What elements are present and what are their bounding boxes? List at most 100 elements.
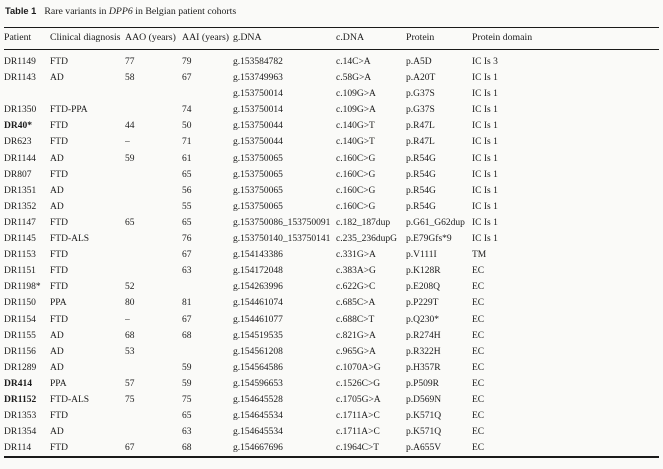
cell-gdna: g.153750014 — [233, 105, 283, 116]
cell-protein-domain: EC — [472, 266, 485, 277]
cell-aai-years: 59 — [182, 378, 192, 389]
cell-patient: DR1145 — [4, 234, 36, 245]
cell-clinical-diagnosis: AD — [50, 330, 64, 341]
cell-aai-years: 68 — [182, 330, 192, 341]
cell-protein: p.G61_G62dup — [406, 217, 465, 228]
table-row: g.153750014 c.109G>A p.G37S IC Is 1 — [4, 86, 659, 102]
cell-gdna: g.154172048 — [233, 266, 283, 277]
cell-aai-years: 71 — [182, 137, 192, 148]
cell-aao-years — [125, 199, 182, 215]
table-row: DR1151 FTD 63 g.154172048 c.383A>G p.K128R EC — [4, 263, 659, 279]
cell-aai-years: 65 — [182, 169, 192, 180]
table-row: DR1352 AD 55 g.153750065 c.160C>G p.R54G IC Is… — [4, 199, 659, 215]
table-row: DR1353 FTD 65 g.154645534 c.1711A>C p.K571Q EC — [4, 408, 659, 424]
cell-clinical-diagnosis: FTD — [50, 250, 68, 261]
cell-clinical-diagnosis: AD — [50, 362, 64, 373]
cell-aai-years: 63 — [182, 266, 192, 277]
cell-aao-years — [125, 183, 182, 199]
table-row: DR623 FTD – 71 g.153750044 c.140G>T p.R47L IC I… — [4, 134, 659, 150]
cell-gdna: g.154461077 — [233, 314, 283, 325]
cell-protein: p.K571Q — [406, 427, 442, 438]
cell-patient: DR114 — [4, 443, 32, 454]
cell-cdna: c.1711A>C — [336, 427, 380, 438]
cell-patient — [4, 86, 50, 102]
table-row: DR1152 FTD-ALS 75 75 g.154645528 c.1705G>A p.D… — [4, 392, 659, 408]
cell-protein: p.A20T — [406, 73, 436, 84]
col-header-patient: Patient — [4, 27, 50, 50]
cell-aao-years: – — [125, 137, 130, 148]
table-row: DR1153 FTD 67 g.154143386 c.331G>A p.V111I TM — [4, 247, 659, 263]
cell-patient: DR1153 — [4, 250, 36, 261]
cell-clinical-diagnosis: PPA — [50, 378, 67, 389]
cell-clinical-diagnosis: FTD — [50, 137, 68, 148]
cell-patient: DR1152 — [4, 394, 37, 405]
cell-patient: DR1144 — [4, 153, 36, 164]
table-row: DR414 PPA 57 59 g.154596653 c.1526C>G p.P509R E… — [4, 376, 659, 392]
cell-aai-years: 65 — [182, 411, 192, 422]
cell-protein: p.A655V — [406, 443, 442, 454]
table-row: DR1351 AD 56 g.153750065 c.160C>G p.R54G IC Is… — [4, 183, 659, 199]
cell-cdna: c.109G>A — [336, 105, 376, 116]
cell-cdna: c.160C>G — [336, 185, 376, 196]
cell-cdna: c.58G>A — [336, 73, 372, 84]
cell-aai-years: 79 — [182, 57, 192, 67]
cell-patient: DR1149 — [4, 57, 36, 67]
cell-gdna: g.154596653 — [233, 378, 283, 389]
cell-patient: DR1147 — [4, 217, 36, 228]
cell-aao-years: 58 — [125, 73, 135, 84]
cell-cdna: c.1526C>G — [336, 378, 381, 389]
cell-protein: p.R54G — [406, 169, 436, 180]
cell-aao-years: 75 — [125, 394, 135, 405]
cell-protein: p.R47L — [406, 137, 435, 148]
cell-patient: DR414 — [4, 378, 32, 389]
cell-clinical-diagnosis: AD — [50, 73, 64, 84]
table-row: DR1354 AD 63 g.154645534 c.1711A>C p.K571Q EC — [4, 424, 659, 440]
cell-clinical-diagnosis: AD — [50, 153, 64, 164]
cell-gdna: g.153749963 — [233, 73, 283, 84]
cell-patient: DR807 — [4, 169, 32, 180]
cell-aao-years: 68 — [125, 330, 135, 341]
table-row: DR40* FTD 44 50 g.153750044 c.140G>T p.R47L IC … — [4, 118, 659, 134]
cell-gdna: g.154667696 — [233, 443, 283, 454]
table-row: DR1350 FTD-PPA 74 g.153750014 c.109G>A p.G37S… — [4, 102, 659, 118]
cell-patient: DR1198* — [4, 282, 41, 293]
cell-clinical-diagnosis: FTD — [50, 169, 68, 180]
cell-clinical-diagnosis: FTD-ALS — [50, 234, 90, 245]
cell-clinical-diagnosis: AD — [50, 201, 64, 212]
cell-protein: p.E208Q — [406, 282, 441, 293]
cell-clinical-diagnosis: AD — [50, 427, 64, 438]
cell-protein: p.V111I — [406, 250, 437, 261]
cell-clinical-diagnosis: FTD — [50, 411, 68, 422]
cell-cdna: c.688C>T — [336, 314, 375, 325]
col-header-cdna: c.DNA — [336, 27, 406, 50]
cell-patient: DR1143 — [4, 73, 36, 84]
cell-aao-years: 44 — [125, 121, 135, 132]
cell-protein-domain: IC Is 1 — [472, 201, 498, 212]
cell-clinical-diagnosis: FTD — [50, 121, 68, 132]
cell-protein-domain: IC Is 1 — [472, 105, 498, 116]
cell-aao-years — [125, 231, 182, 247]
cell-aao-years — [125, 360, 182, 376]
cell-protein-domain: EC — [472, 298, 485, 309]
cell-patient: DR623 — [4, 137, 32, 148]
cell-patient: DR1354 — [4, 427, 37, 438]
cell-aai-years: 76 — [182, 234, 192, 245]
cell-protein-domain: IC Is 1 — [472, 169, 498, 180]
cell-cdna: c.331G>A — [336, 250, 376, 261]
cell-protein: p.P229T — [406, 298, 439, 309]
cell-gdna: g.153750065 — [233, 153, 283, 164]
cell-clinical-diagnosis: FTD — [50, 314, 68, 325]
gene-name-italic: DPP6 — [108, 6, 133, 17]
cell-aao-years — [125, 167, 182, 183]
col-header-protein: Protein — [406, 27, 472, 50]
cell-aai-years: 67 — [182, 73, 192, 84]
col-header-protein-domain: Protein domain — [472, 27, 659, 50]
table-row: DR1198* FTD 52 g.154263996 c.622G>C p.E208Q EC — [4, 279, 659, 295]
cell-cdna: c.965G>A — [336, 346, 376, 357]
cell-clinical-diagnosis: FTD — [50, 57, 68, 67]
cell-cdna: c.14C>A — [336, 57, 371, 67]
cell-protein-domain: EC — [472, 443, 485, 454]
cell-protein-domain: EC — [472, 282, 485, 293]
cell-protein: p.E79Gfs*9 — [406, 234, 452, 245]
cell-clinical-diagnosis: FTD — [50, 217, 68, 228]
